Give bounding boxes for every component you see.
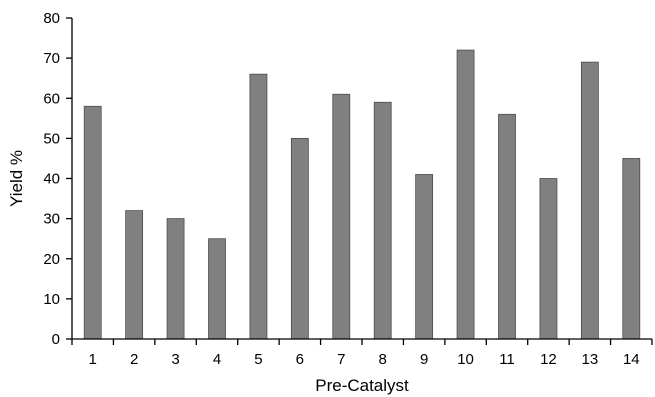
y-tick-label: 20 xyxy=(43,251,60,268)
bar-14 xyxy=(622,158,641,340)
bar-10 xyxy=(456,49,475,340)
bar-8 xyxy=(373,101,392,340)
x-tick-label: 6 xyxy=(296,351,304,368)
x-tick-label: 14 xyxy=(623,351,640,368)
y-axis-title: Yield % xyxy=(7,150,26,207)
y-tick-label: 60 xyxy=(43,90,60,107)
x-tick-label: 1 xyxy=(89,351,97,368)
x-tick-label: 12 xyxy=(540,351,557,368)
bar-3 xyxy=(166,218,185,340)
y-tick-label: 70 xyxy=(43,50,60,67)
x-tick-label: 4 xyxy=(213,351,221,368)
bar-6 xyxy=(290,137,309,340)
x-axis-ticks: 1 2 3 4 5 6 7 8 9 10 11 12 13 14 xyxy=(71,339,653,368)
bar-1 xyxy=(83,105,102,340)
y-tick-label: 0 xyxy=(52,331,60,348)
y-tick-label: 80 xyxy=(43,10,60,27)
y-tick-label: 10 xyxy=(43,291,60,308)
x-tick-label: 11 xyxy=(499,351,515,368)
x-tick-label: 5 xyxy=(254,351,262,368)
bar-11 xyxy=(498,113,516,340)
x-tick-label: 3 xyxy=(171,351,179,368)
x-tick-label: 2 xyxy=(130,351,138,368)
x-tick-label: 13 xyxy=(582,351,599,368)
y-tick-label: 50 xyxy=(43,130,60,147)
y-tick-label: 40 xyxy=(43,171,60,188)
bar-12 xyxy=(539,178,558,340)
y-axis-ticks: 0 10 20 30 40 50 60 70 80 xyxy=(43,10,72,348)
bar-13 xyxy=(580,61,599,340)
x-axis-title: Pre-Catalyst xyxy=(315,376,409,395)
x-tick-label: 10 xyxy=(457,351,474,368)
x-tick-label: 9 xyxy=(420,351,428,368)
x-tick-label: 7 xyxy=(337,351,345,368)
bars xyxy=(83,49,641,340)
bar-9 xyxy=(415,174,434,340)
bar-5 xyxy=(249,73,268,340)
bar-2 xyxy=(125,210,144,340)
bar-4 xyxy=(208,238,226,340)
y-tick-label: 30 xyxy=(43,211,60,228)
bar-7 xyxy=(332,93,351,340)
x-tick-label: 8 xyxy=(379,351,387,368)
